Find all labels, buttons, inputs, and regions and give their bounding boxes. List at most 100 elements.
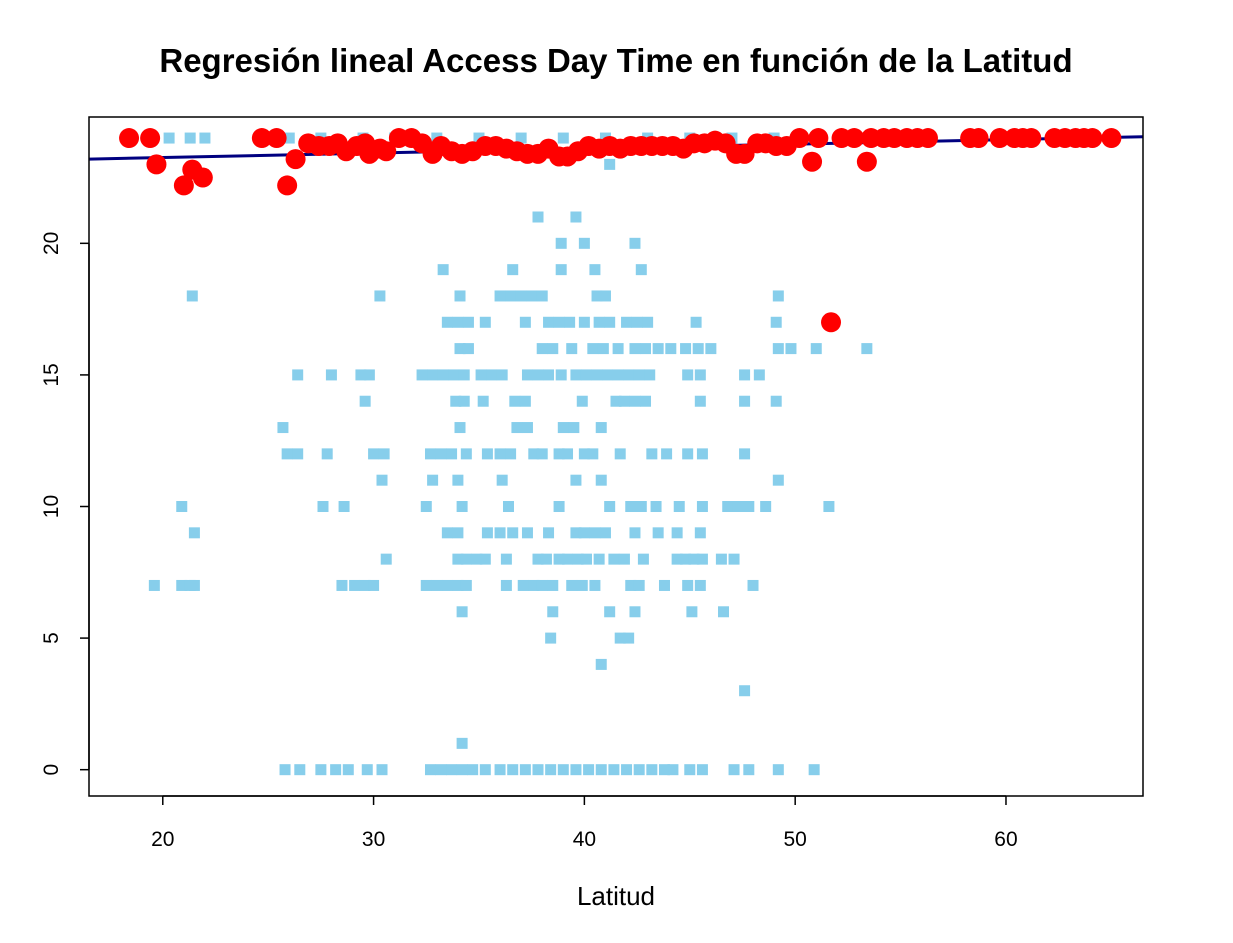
observation-point bbox=[753, 369, 765, 381]
observation-point bbox=[500, 579, 512, 591]
observation-point bbox=[435, 764, 447, 776]
observation-point bbox=[728, 553, 740, 565]
observation-point bbox=[441, 579, 453, 591]
observation-point bbox=[176, 579, 188, 591]
observation-point bbox=[604, 606, 616, 618]
observation-point bbox=[772, 343, 784, 355]
observation-point bbox=[587, 448, 599, 460]
observation-point bbox=[186, 290, 198, 302]
observation-point bbox=[349, 579, 361, 591]
observation-point bbox=[359, 579, 371, 591]
observation-point bbox=[376, 764, 388, 776]
observation-point bbox=[494, 764, 506, 776]
observation-point bbox=[823, 501, 835, 513]
observation-point bbox=[545, 764, 557, 776]
prediction-point bbox=[802, 151, 823, 172]
observation-point bbox=[690, 316, 702, 328]
observation-point bbox=[770, 395, 782, 407]
observation-point bbox=[188, 527, 200, 539]
observation-point bbox=[496, 474, 508, 486]
observation-point bbox=[602, 369, 614, 381]
observation-point bbox=[694, 579, 706, 591]
prediction-point bbox=[844, 128, 865, 149]
observation-point bbox=[519, 764, 531, 776]
observation-point bbox=[614, 632, 626, 644]
observation-point bbox=[441, 316, 453, 328]
x-tick-label: 30 bbox=[362, 828, 385, 851]
observation-point bbox=[629, 237, 641, 249]
observation-point bbox=[633, 764, 645, 776]
observation-point bbox=[507, 264, 519, 276]
observation-point bbox=[743, 764, 755, 776]
observation-point bbox=[578, 448, 590, 460]
observation-point bbox=[452, 527, 464, 539]
observation-point bbox=[661, 448, 673, 460]
prediction-point bbox=[1082, 128, 1103, 149]
observation-point bbox=[576, 395, 588, 407]
observation-point bbox=[505, 448, 517, 460]
observation-point bbox=[458, 369, 470, 381]
observation-point bbox=[650, 501, 662, 513]
observation-point bbox=[595, 474, 607, 486]
observation-point bbox=[604, 501, 616, 513]
x-tick-label: 50 bbox=[784, 828, 807, 851]
y-axis: 0 5 10 15 20 bbox=[40, 232, 90, 776]
observation-point bbox=[456, 764, 468, 776]
prediction-point bbox=[808, 128, 829, 149]
prediction-point bbox=[1101, 128, 1122, 149]
observation-point bbox=[454, 422, 466, 434]
observation-point bbox=[355, 369, 367, 381]
observation-point bbox=[652, 343, 664, 355]
observation-point bbox=[595, 764, 607, 776]
chart-title: Regresión lineal Access Day Time en func… bbox=[159, 42, 1072, 79]
observation-point bbox=[728, 764, 740, 776]
observation-point bbox=[578, 527, 590, 539]
observation-point bbox=[450, 395, 462, 407]
observation-point bbox=[336, 579, 348, 591]
observation-point bbox=[739, 369, 751, 381]
observation-point bbox=[667, 764, 679, 776]
prediction-points bbox=[119, 128, 1122, 333]
observation-point bbox=[595, 422, 607, 434]
observation-point bbox=[536, 448, 548, 460]
observation-point bbox=[427, 474, 439, 486]
observation-point bbox=[682, 369, 694, 381]
observation-point bbox=[176, 501, 188, 513]
observation-point bbox=[604, 316, 616, 328]
observation-point bbox=[511, 422, 523, 434]
observation-point bbox=[454, 343, 466, 355]
y-tick-label: 15 bbox=[40, 363, 63, 386]
observation-point bbox=[808, 764, 820, 776]
observation-point bbox=[593, 316, 605, 328]
observation-point bbox=[694, 395, 706, 407]
observation-point bbox=[623, 632, 635, 644]
observation-point bbox=[688, 553, 700, 565]
observation-point bbox=[473, 132, 485, 144]
observation-point bbox=[452, 474, 464, 486]
observation-point bbox=[446, 764, 458, 776]
observation-point bbox=[543, 527, 555, 539]
observation-point bbox=[479, 553, 491, 565]
observation-point bbox=[732, 501, 744, 513]
observation-point bbox=[629, 527, 641, 539]
observation-point bbox=[519, 395, 531, 407]
observation-point bbox=[376, 474, 388, 486]
observation-point bbox=[277, 422, 289, 434]
observation-point bbox=[673, 501, 685, 513]
observation-point bbox=[325, 369, 337, 381]
observation-point bbox=[431, 579, 443, 591]
observation-point bbox=[528, 448, 540, 460]
observation-point bbox=[629, 343, 641, 355]
observation-point bbox=[671, 553, 683, 565]
observation-point bbox=[363, 369, 375, 381]
observation-point bbox=[536, 290, 548, 302]
observation-point bbox=[618, 553, 630, 565]
observation-point bbox=[317, 501, 329, 513]
observation-point bbox=[555, 264, 567, 276]
observation-point bbox=[547, 579, 559, 591]
prediction-point bbox=[989, 128, 1010, 149]
observation-point bbox=[722, 501, 734, 513]
observation-point bbox=[785, 343, 797, 355]
observation-point bbox=[543, 316, 555, 328]
observation-point bbox=[368, 448, 380, 460]
